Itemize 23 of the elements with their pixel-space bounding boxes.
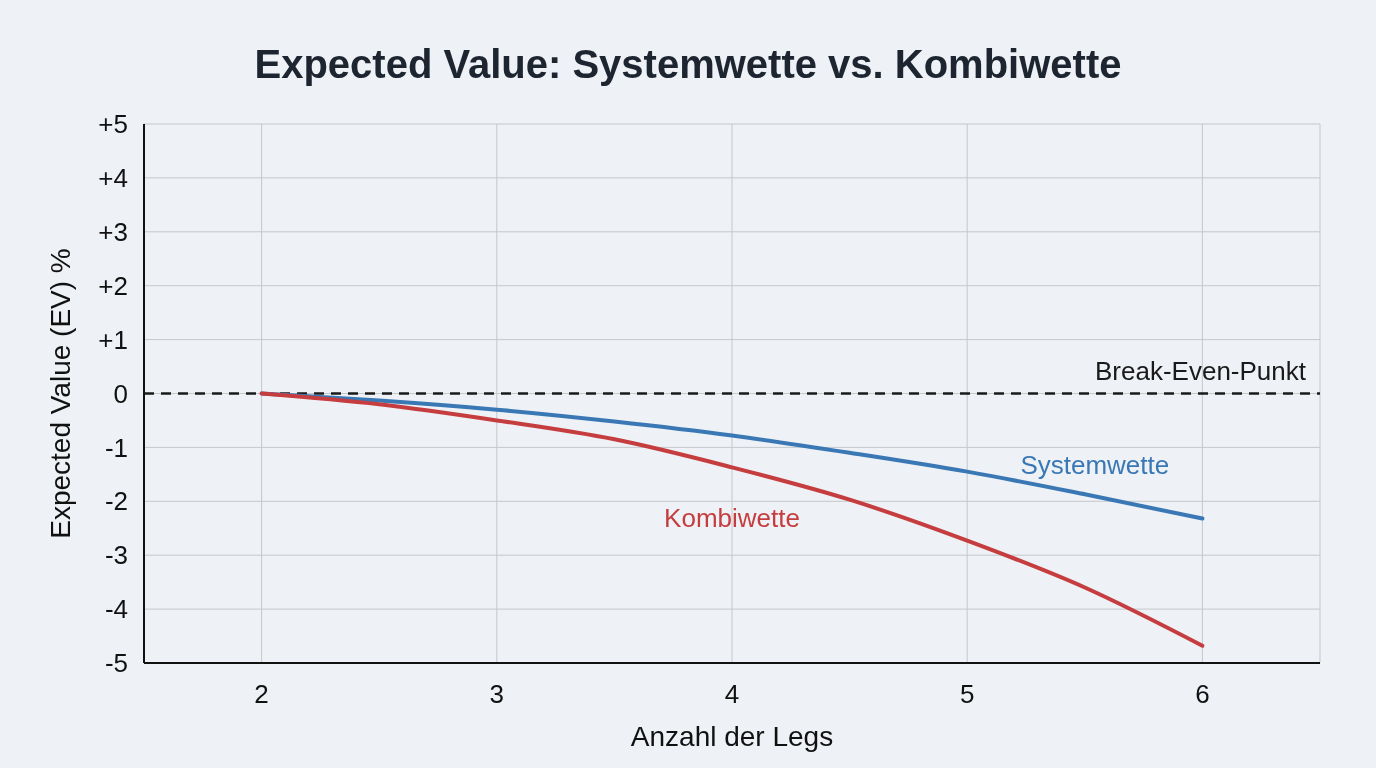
y-tick-label: +5 [98, 109, 128, 140]
line-series [259, 391, 1205, 648]
x-tick-label: 3 [489, 679, 505, 709]
x-tick-label: 6 [1195, 679, 1210, 709]
y-tick-label: +3 [98, 216, 128, 247]
y-tick-label: -4 [104, 594, 128, 625]
y-tick-label: -1 [104, 432, 128, 463]
y-axis-title: Expected Value (EV) % [45, 248, 76, 539]
ref-line-label: Break-Even-Punkt [1095, 355, 1307, 386]
y-tick-label: 0 [113, 378, 128, 409]
y-tick-label: +2 [98, 270, 128, 301]
x-tick-label: 2 [254, 679, 269, 709]
y-tick-label: -3 [104, 540, 128, 571]
x-tick-label: 4 [724, 679, 740, 709]
x-axis-title: Anzahl der Legs [630, 721, 834, 752]
y-tick-label: +4 [98, 163, 128, 193]
series-label: Kombiwette [664, 503, 800, 534]
x-tick-label: 5 [959, 679, 975, 709]
series-label: Systemwette [1020, 450, 1170, 481]
y-tick-label: +1 [98, 324, 128, 355]
y-tick-label: -5 [104, 648, 128, 679]
chart-title: Expected Value: Systemwette vs. Kombiwette [254, 42, 1122, 86]
y-tick-label: -2 [104, 486, 128, 517]
